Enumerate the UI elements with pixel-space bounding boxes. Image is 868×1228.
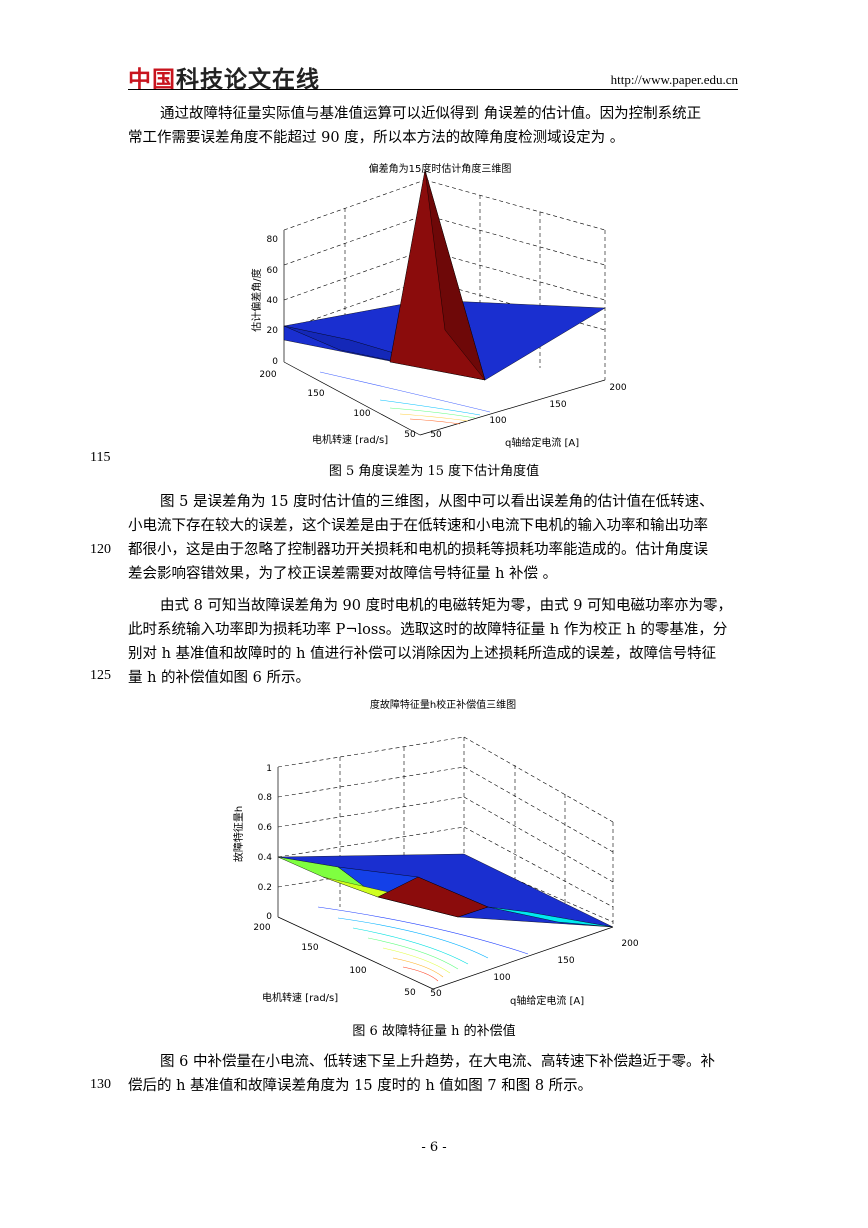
svg-text:100: 100	[353, 409, 370, 419]
header-rule	[128, 89, 738, 90]
svg-text:60: 60	[267, 266, 279, 276]
svg-text:80: 80	[267, 235, 279, 245]
svg-text:0: 0	[272, 357, 278, 367]
svg-text:40: 40	[267, 296, 279, 306]
figure-5-caption: 图 5 角度误差为 15 度下估计角度值	[328, 464, 540, 479]
svg-text:1: 1	[266, 764, 272, 774]
svg-text:50: 50	[430, 989, 442, 999]
svg-text:50: 50	[404, 988, 416, 998]
svg-text:100: 100	[349, 966, 366, 976]
svg-text:200: 200	[259, 370, 276, 380]
svg-text:20: 20	[267, 326, 279, 336]
paragraph-4: 图 6 中补偿量在小电流、低转速下呈上升趋势，在大电流、高转速下补偿趋近于零。补…	[128, 1054, 715, 1094]
svg-text:0: 0	[266, 912, 272, 922]
svg-text:0.8: 0.8	[258, 793, 273, 803]
figure-6-ylabel: q轴给定电流 [A]	[510, 994, 584, 1007]
svg-text:150: 150	[301, 943, 318, 953]
svg-text:100: 100	[489, 416, 506, 426]
figure-6-title: 度故障特征量h校正补偿值三维图	[370, 698, 516, 711]
svg-text:200: 200	[253, 923, 270, 933]
line-number-125: 125	[90, 668, 111, 683]
svg-text:150: 150	[549, 400, 566, 410]
svg-text:0.6: 0.6	[258, 823, 273, 833]
page-number: - 6 -	[421, 1140, 447, 1155]
paragraph-2: 图 5 是误差角为 15 度时估计值的三维图，从图中可以看出误差角的估计值在低转…	[128, 494, 714, 582]
line-number-120: 120	[90, 542, 111, 557]
svg-text:50: 50	[404, 430, 416, 440]
svg-text:150: 150	[307, 389, 324, 399]
svg-text:50: 50	[430, 430, 442, 440]
figure-5-zlabel: 估计偏差角/度	[250, 268, 263, 331]
svg-text:200: 200	[609, 383, 626, 393]
figure-6-xlabel: 电机转速 [rad/s]	[262, 991, 338, 1004]
paragraph-3: 由式 8 可知当故障误差角为 90 度时电机的电磁转矩为零，由式 9 可知电磁功…	[128, 598, 733, 686]
svg-text:150: 150	[557, 956, 574, 966]
svg-text:200: 200	[621, 939, 638, 949]
header-url[interactable]: http://www.paper.edu.cn	[610, 72, 738, 87]
line-number-115: 115	[90, 450, 111, 465]
svg-text:100: 100	[493, 973, 510, 983]
figure-6-plot: 度故障特征量h校正补偿值三维图 1 0.	[232, 698, 639, 1007]
svg-text:0.4: 0.4	[258, 853, 273, 863]
line-number-130: 130	[90, 1077, 111, 1092]
figure-6-zlabel: 故障特征量h	[232, 806, 245, 862]
figure-5-plot: 偏差角为15度时估计角度三维图 80 60 40 20	[250, 162, 627, 449]
figure-6-caption: 图 6 故障特征量 h 的补偿值	[352, 1024, 516, 1039]
paragraph-1: 通过故障特征量实际值与基准值运算可以近似得到 角误差的估计值。因为控制系统正 常…	[128, 106, 702, 146]
figure-5-title: 偏差角为15度时估计角度三维图	[369, 162, 512, 175]
journal-logo: 中国科技论文在线	[128, 67, 320, 93]
figure-5-ylabel: q轴给定电流 [A]	[505, 436, 579, 449]
svg-text:0.2: 0.2	[258, 883, 272, 893]
figure-5-xlabel: 电机转速 [rad/s]	[312, 433, 388, 446]
